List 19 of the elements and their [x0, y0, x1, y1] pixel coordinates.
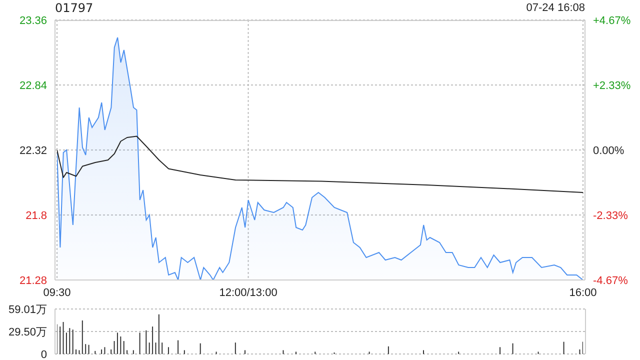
y2-tick-label: -2.33% — [593, 210, 628, 222]
x-tick-label: 16:00 — [569, 286, 597, 299]
y-tick-label: 21.28 — [19, 275, 47, 287]
y2-tick-label: +2.33% — [593, 80, 631, 92]
y-tick-label: 59.01万 — [8, 304, 47, 316]
text: 07-24 16:08 — [526, 2, 585, 14]
y-tick-label: 22.84 — [19, 80, 47, 92]
x-tick-label: 12:00/13:00 — [219, 286, 278, 299]
y-tick-label: 22.32 — [19, 145, 47, 157]
y-tick-label: 21.8 — [26, 210, 47, 222]
y-tick-label: 0 — [40, 348, 47, 360]
y-tick-label: 29.50万 — [8, 326, 47, 338]
y2-tick-label: 0.00% — [593, 145, 624, 157]
line-series — [57, 136, 583, 193]
y2-tick-label: -4.67% — [593, 275, 628, 287]
y2-tick-label: +4.67% — [593, 15, 631, 27]
chart-title: 01797 — [55, 1, 94, 15]
x-tick-label: 09:30 — [43, 286, 71, 299]
y-tick-label: 23.36 — [19, 15, 47, 27]
